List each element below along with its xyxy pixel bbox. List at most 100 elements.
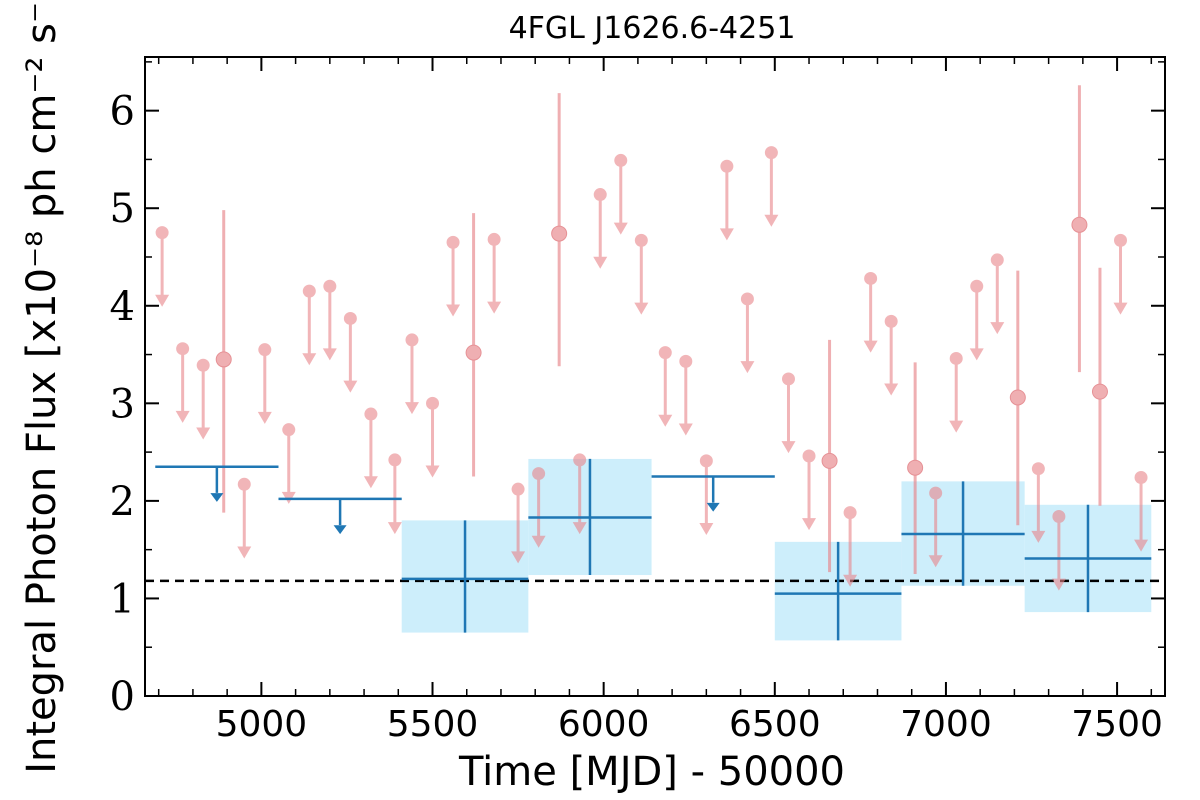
upper-limit-arrow [699, 523, 714, 536]
short-bin-upper-limit [781, 372, 796, 454]
upper-limit-arrow [425, 465, 440, 478]
detection-marker [551, 225, 568, 242]
short-bin-upper-limit [487, 232, 502, 314]
short-bin-upper-limit [634, 233, 649, 315]
upper-limit-arrow [740, 361, 755, 374]
upper-limit-marker [1031, 462, 1045, 476]
upper-limit-marker [679, 354, 693, 368]
upper-limit-marker [1134, 470, 1148, 484]
upper-limit-marker [237, 477, 251, 491]
short-bin-upper-limit [1031, 462, 1046, 543]
upper-limit-arrow [863, 340, 878, 353]
upper-limit-marker [302, 284, 316, 298]
upper-limit-arrow [613, 222, 628, 235]
upper-limit-marker [364, 407, 378, 421]
upper-limit-arrow [237, 546, 252, 559]
x-tick-label: 7500 [1071, 704, 1163, 745]
upper-limit-marker [740, 292, 754, 306]
upper-limit-arrow [175, 410, 190, 423]
upper-limit-arrow [446, 304, 461, 317]
upper-limit-marker [990, 253, 1004, 267]
upper-limit-marker [864, 271, 878, 285]
short-bin-upper-limit [387, 453, 402, 535]
detection-marker [1071, 216, 1088, 233]
upper-limit-arrow [363, 476, 378, 489]
upper-limit-marker [573, 453, 587, 467]
y-tick-label: 1 [110, 576, 135, 622]
upper-limit-arrow [843, 574, 858, 587]
upper-limit-marker [511, 482, 525, 496]
y-tick-label: 4 [110, 284, 135, 330]
upper-limit-arrow [781, 441, 796, 454]
upper-limit-arrow [990, 322, 1005, 335]
y-tick-label: 3 [110, 381, 135, 427]
x-tick-label: 7000 [900, 704, 992, 745]
upper-limit-arrow [764, 214, 779, 227]
short-bin-upper-limit [740, 292, 755, 374]
short-bin-upper-limit [1051, 509, 1066, 591]
short-bin-upper-limit [699, 454, 714, 536]
short-bin-upper-limit [678, 354, 693, 436]
short-bin-upper-limit [302, 284, 317, 366]
upper-limit-arrow [257, 411, 272, 424]
upper-limit-arrow [155, 294, 170, 307]
upper-limit-arrow [404, 402, 419, 415]
short-bin-upper-limit [511, 482, 526, 564]
short-bin-upper-limit [155, 226, 170, 307]
y-axis-label: Integral Photon Flux [x10⁻⁸ ph cm⁻² s⁻¹] [19, 0, 65, 774]
upper-limit-arrow [928, 555, 943, 568]
short-bin-upper-limit [658, 346, 673, 427]
upper-limit-arrow [634, 302, 649, 315]
upper-limit-marker [929, 486, 943, 500]
short-bin-detection [1091, 267, 1108, 506]
upper-limit-marker [764, 146, 778, 160]
upper-limit-arrow [678, 423, 693, 436]
short-bin-upper-limit [802, 449, 817, 531]
short-bin-detection [551, 93, 568, 367]
short-bin-upper-limit [572, 453, 587, 535]
y-tick-label: 0 [110, 674, 135, 720]
upper-limit-marker [196, 358, 210, 372]
short-bin-upper-limit [1134, 470, 1149, 552]
upper-limit-arrow [511, 551, 526, 564]
short-bin-upper-limit [928, 486, 943, 568]
x-tick-label: 6500 [729, 704, 821, 745]
short-bin-detection [1071, 85, 1088, 373]
long-bin-upper-limit-arrow [706, 502, 720, 512]
upper-limit-arrow [719, 228, 734, 241]
long-bin-upper-limit-arrow [333, 525, 347, 535]
upper-limit-arrow [969, 348, 984, 361]
upper-limit-marker [658, 346, 672, 360]
short-bin-upper-limit [175, 342, 190, 423]
upper-limit-marker [487, 232, 501, 246]
x-tick-label: 6000 [558, 704, 650, 745]
upper-limit-marker [884, 314, 898, 328]
short-bin-upper-limit [196, 358, 211, 440]
short-bin-upper-limit [257, 343, 272, 424]
upper-limit-arrow [802, 518, 817, 531]
short-bin-upper-limit [613, 153, 628, 235]
short-bin-detection [215, 210, 232, 513]
upper-limit-arrow [593, 256, 608, 269]
y-tick-label: 6 [110, 89, 135, 135]
upper-limit-arrow [1031, 530, 1046, 543]
upper-limit-marker [388, 453, 402, 467]
short-bin-upper-limit [969, 279, 984, 361]
short-bin-upper-limit [884, 314, 899, 396]
upper-limit-arrow [302, 353, 317, 366]
short-bin-upper-limit [863, 271, 878, 353]
short-bin-upper-limit [425, 396, 440, 478]
detection-marker [1009, 389, 1026, 406]
upper-limit-marker [720, 159, 734, 173]
short-bin-upper-limit [343, 311, 358, 393]
short-bin-upper-limit [990, 253, 1005, 335]
short-bin-upper-limit [843, 506, 858, 587]
short-bin-upper-limit [531, 467, 546, 548]
short-bin-detection [821, 339, 838, 573]
y-tick-label: 5 [110, 186, 135, 232]
upper-limit-marker [802, 449, 816, 463]
upper-limit-marker [405, 333, 419, 347]
upper-limit-marker [614, 153, 628, 167]
short-bin-upper-limit [404, 333, 419, 415]
